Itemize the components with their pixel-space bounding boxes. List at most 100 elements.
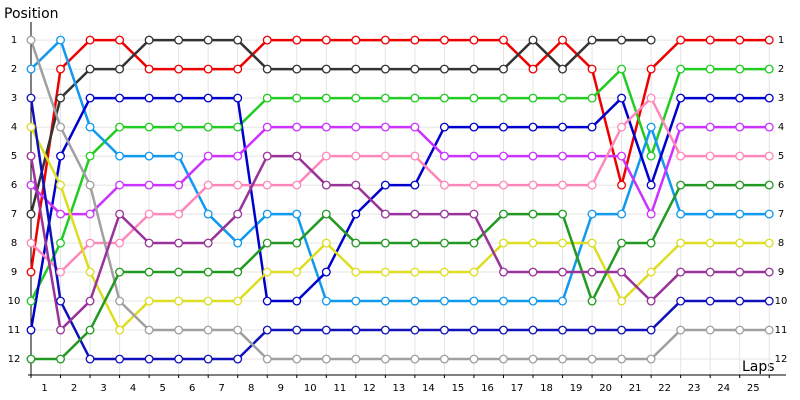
point [351, 296, 361, 306]
point [469, 325, 479, 335]
point [144, 35, 154, 45]
point [646, 354, 656, 364]
point [735, 180, 745, 190]
point [499, 151, 508, 161]
y-tick-label: 3 [11, 93, 17, 104]
y-tick-label-right: 9 [778, 267, 784, 278]
point [85, 296, 95, 306]
y-tick-label: 11 [8, 325, 21, 336]
point [380, 180, 390, 190]
point [676, 35, 686, 45]
point [26, 354, 36, 364]
point [617, 209, 627, 219]
point [144, 238, 154, 248]
point [646, 93, 656, 103]
point [410, 122, 420, 132]
point [617, 35, 627, 45]
point [439, 325, 449, 335]
point [764, 35, 774, 45]
x-tick-label: 8 [248, 383, 254, 394]
point [676, 209, 686, 219]
point [380, 325, 390, 335]
point [321, 151, 331, 161]
point [174, 122, 184, 132]
y-tick-label-right: 11 [775, 325, 788, 336]
point [735, 93, 745, 103]
point [380, 64, 390, 74]
point [321, 296, 331, 306]
y-tick-label-right: 2 [778, 64, 784, 75]
point [115, 296, 125, 306]
point [26, 325, 36, 335]
point [85, 35, 95, 45]
point [85, 180, 95, 190]
point [174, 354, 184, 364]
x-axis-title: Laps [742, 359, 775, 375]
point [262, 64, 272, 74]
point [439, 238, 449, 248]
point [469, 296, 479, 306]
point [85, 354, 95, 364]
point [676, 267, 686, 277]
point [646, 267, 656, 277]
point [617, 238, 627, 248]
point [558, 64, 567, 74]
x-tick-label: 16 [481, 383, 494, 394]
point [528, 151, 538, 161]
point [26, 64, 36, 74]
y-tick-label: 6 [11, 180, 17, 191]
point [676, 325, 686, 335]
x-tick-label: 1 [41, 383, 47, 394]
point [321, 238, 331, 248]
point [26, 296, 36, 306]
x-tick-label: 2 [71, 383, 77, 394]
point [705, 93, 715, 103]
point [439, 122, 449, 132]
point [528, 35, 538, 45]
point [203, 209, 213, 219]
point [85, 93, 95, 103]
point [233, 180, 243, 190]
point [233, 35, 243, 45]
point [410, 151, 420, 161]
point [587, 354, 597, 364]
point [617, 180, 627, 190]
point [144, 151, 154, 161]
point [233, 238, 243, 248]
point [292, 354, 302, 364]
point [233, 209, 243, 219]
point [292, 267, 302, 277]
point [469, 64, 479, 74]
point [469, 354, 479, 364]
y-tick-label: 10 [8, 296, 21, 307]
point [56, 93, 65, 103]
point [646, 296, 656, 306]
point [174, 296, 184, 306]
point [528, 93, 538, 103]
point [203, 93, 213, 103]
point [764, 180, 774, 190]
point [56, 238, 65, 248]
point [203, 238, 213, 248]
point [587, 151, 597, 161]
point [764, 151, 774, 161]
point [85, 267, 95, 277]
point [203, 122, 213, 132]
point [233, 64, 243, 74]
point [705, 180, 715, 190]
point [351, 325, 361, 335]
plot [26, 35, 774, 364]
point [56, 122, 65, 132]
point [380, 267, 390, 277]
y-tick-label: 5 [11, 151, 17, 162]
point [499, 209, 508, 219]
point [587, 64, 597, 74]
point [587, 122, 597, 132]
point [351, 64, 361, 74]
point [174, 209, 184, 219]
point [499, 93, 508, 103]
point [735, 64, 745, 74]
point [351, 151, 361, 161]
point [203, 64, 213, 74]
point [764, 325, 774, 335]
